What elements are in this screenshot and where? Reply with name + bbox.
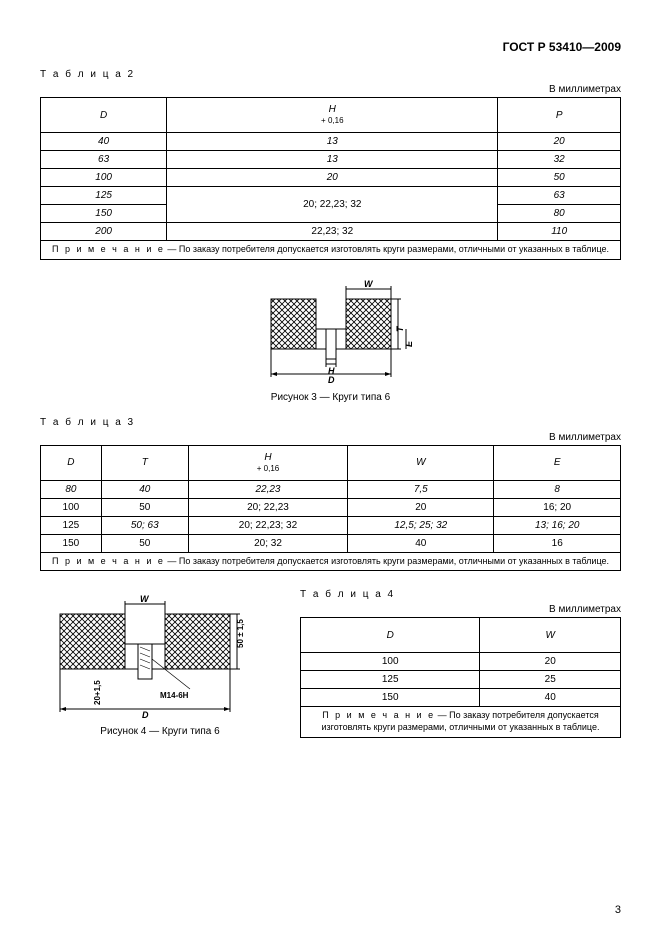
figure4-caption: Рисунок 4 — Круги типа 6 — [40, 726, 280, 737]
table-row: 10020 — [301, 653, 621, 671]
table-row: 100 50 20; 22,23 20 16; 20 — [41, 498, 621, 516]
table4-units: В миллиметрах — [300, 604, 621, 615]
table-row: 80 40 22,23 7,5 8 — [41, 480, 621, 498]
table3-col-E: E — [494, 445, 621, 480]
figure4-label-W: W — [140, 594, 150, 604]
table-row: 100 20 50 — [41, 169, 621, 187]
table3-units: В миллиметрах — [40, 432, 621, 443]
figure3-svg: W T E H D — [246, 274, 416, 384]
table-row: 40 13 20 — [41, 133, 621, 151]
table2-col-D: D — [41, 98, 167, 133]
table2-header-row: D H+ 0,16 P — [41, 98, 621, 133]
table-row: 63 13 32 — [41, 151, 621, 169]
table2-label: Т а б л и ц а 2 — [40, 69, 621, 80]
figure4-svg: W 50 ± 1,5 M14-6H 20+1,5 D — [40, 589, 260, 719]
page: ГОСТ Р 53410—2009 Т а б л и ц а 2 В милл… — [0, 0, 661, 936]
table2-units: В миллиметрах — [40, 84, 621, 95]
table-row: 125 20; 22,23; 32 63 — [41, 187, 621, 205]
table4-note: П р и м е ч а н и е — По заказу потребит… — [301, 707, 621, 737]
table2-col-H: H+ 0,16 — [167, 98, 498, 133]
table4-block: Т а б л и ц а 4 В миллиметрах D W 10020 … — [300, 589, 621, 737]
figure4-label-t2: 20+1,5 — [93, 680, 102, 705]
table3: D T H+ 0,16 W E 80 40 22,23 7,5 8 100 50… — [40, 445, 621, 572]
figure3-caption: Рисунок 3 — Круги типа 6 — [40, 392, 621, 403]
table-row: 12525 — [301, 671, 621, 689]
table3-col-D: D — [41, 445, 102, 480]
table3-col-W: W — [348, 445, 494, 480]
table-row: 125 50; 63 20; 22,23; 32 12,5; 25; 32 13… — [41, 516, 621, 534]
table2: D H+ 0,16 P 40 13 20 63 13 32 100 20 50 — [40, 97, 621, 260]
figure4-block: W 50 ± 1,5 M14-6H 20+1,5 D Рисунок 4 — — [40, 589, 280, 751]
table3-note: П р и м е ч а н и е — По заказу потребит… — [41, 552, 621, 571]
table4-label: Т а б л и ц а 4 — [300, 589, 621, 600]
table-row: 150 50 20; 32 40 16 — [41, 534, 621, 552]
table2-note: П р и м е ч а н и е — По заказу потребит… — [41, 241, 621, 260]
table3-col-H: H+ 0,16 — [188, 445, 347, 480]
table3-header-row: D T H+ 0,16 W E — [41, 445, 621, 480]
figure4-label-thread: M14-6H — [160, 691, 189, 700]
figure3-label-T: T — [395, 325, 405, 332]
figure4-label-D: D — [142, 710, 149, 719]
figure3-label-W: W — [364, 279, 374, 289]
page-number: 3 — [615, 904, 621, 916]
table3-col-T: T — [101, 445, 188, 480]
doc-header: ГОСТ Р 53410—2009 — [40, 40, 621, 54]
table-row: 15040 — [301, 689, 621, 707]
table-row: 200 22,23; 32 110 — [41, 223, 621, 241]
table4: D W 10020 12525 15040 П р и м е ч — [300, 617, 621, 737]
figure3: W T E H D — [40, 274, 621, 384]
table4-col-D: D — [301, 618, 480, 653]
table3-label: Т а б л и ц а 3 — [40, 417, 621, 428]
figure3-label-D: D — [328, 375, 335, 384]
figure4-label-t1: 50 ± 1,5 — [236, 619, 245, 648]
table4-header-row: D W — [301, 618, 621, 653]
figure3-label-E: E — [404, 340, 414, 347]
table4-col-W: W — [480, 618, 621, 653]
table2-col-P: P — [498, 98, 621, 133]
